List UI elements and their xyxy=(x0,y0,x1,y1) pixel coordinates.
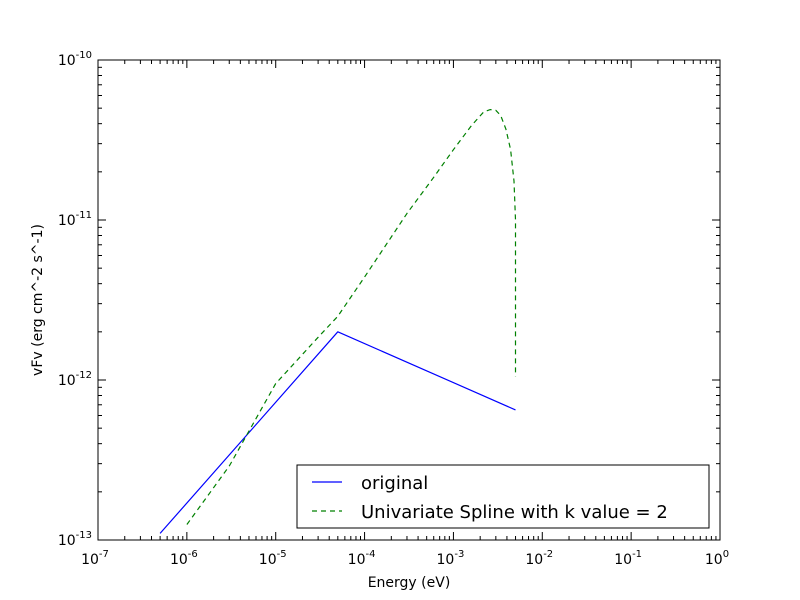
series-line-1 xyxy=(186,108,517,525)
x-tick-label: 10-2 xyxy=(525,549,553,568)
y-tick-label: 10-13 xyxy=(58,530,92,549)
series-layer xyxy=(159,108,517,534)
axes-frame xyxy=(97,59,721,541)
y-tick-label: 10-12 xyxy=(58,370,92,389)
legend-label-original: original xyxy=(361,473,428,494)
legend: original Univariate Spline with k value … xyxy=(296,464,710,529)
legend-box xyxy=(296,464,710,529)
series-line-0 xyxy=(159,331,516,534)
x-tick-label: 10-4 xyxy=(348,549,376,568)
legend-label-spline: Univariate Spline with k value = 2 xyxy=(361,502,668,523)
y-tick-label: 10-11 xyxy=(58,210,92,229)
y-axis-label: vFv (erg cm^-2 s^-1) xyxy=(30,224,46,376)
x-tick-label: 100 xyxy=(705,549,729,568)
x-axis-label: Energy (eV) xyxy=(368,575,451,591)
x-tick-label: 10-7 xyxy=(81,549,109,568)
y-tick-label: 10-10 xyxy=(58,50,92,69)
x-tick-label: 10-5 xyxy=(259,549,287,568)
x-tick-label: 10-1 xyxy=(614,549,642,568)
x-tick-label: 10-3 xyxy=(437,549,465,568)
x-tick-label: 10-6 xyxy=(170,549,198,568)
